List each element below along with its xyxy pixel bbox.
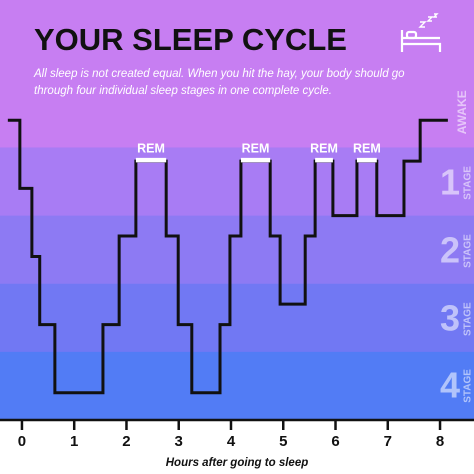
stage-band [0,351,474,420]
chart-title: YOUR SLEEP CYCLE [34,22,347,57]
x-tick-label: 5 [279,433,287,450]
x-tick-label: 0 [18,433,26,450]
stage-label: STAGE [463,166,474,200]
bed-icon [400,13,442,52]
x-tick-label: 2 [122,433,130,450]
awake-label: AWAKE [455,90,469,134]
stage-label: STAGE [463,234,474,268]
rem-label: REM [353,141,381,155]
stage-band [0,283,474,355]
subtitle: All sleep is not created equal. When you… [34,68,405,97]
x-tick-label: 7 [384,433,392,450]
x-tick-label: 1 [70,433,78,450]
x-tick-label: 3 [175,433,183,450]
stage-band [0,215,474,287]
x-axis-label: Hours after going to sleep [166,457,309,469]
x-tick-label: 4 [227,433,236,450]
bands [0,147,474,420]
stage-number: 1 [440,161,460,202]
rem-label: REM [137,141,165,155]
stage-label: STAGE [463,369,474,403]
header-background [0,0,474,150]
stage-number: 4 [440,364,460,405]
sleep-line [7,118,448,395]
x-tick-label: 6 [331,433,339,450]
rem-label: REM [242,141,270,155]
x-tick-label: 8 [436,433,444,450]
rem-label: REM [310,141,338,155]
stage-number: 2 [440,230,460,271]
stage-band [0,147,474,219]
stage-label: STAGE [463,302,474,336]
stage-number: 3 [440,298,460,339]
